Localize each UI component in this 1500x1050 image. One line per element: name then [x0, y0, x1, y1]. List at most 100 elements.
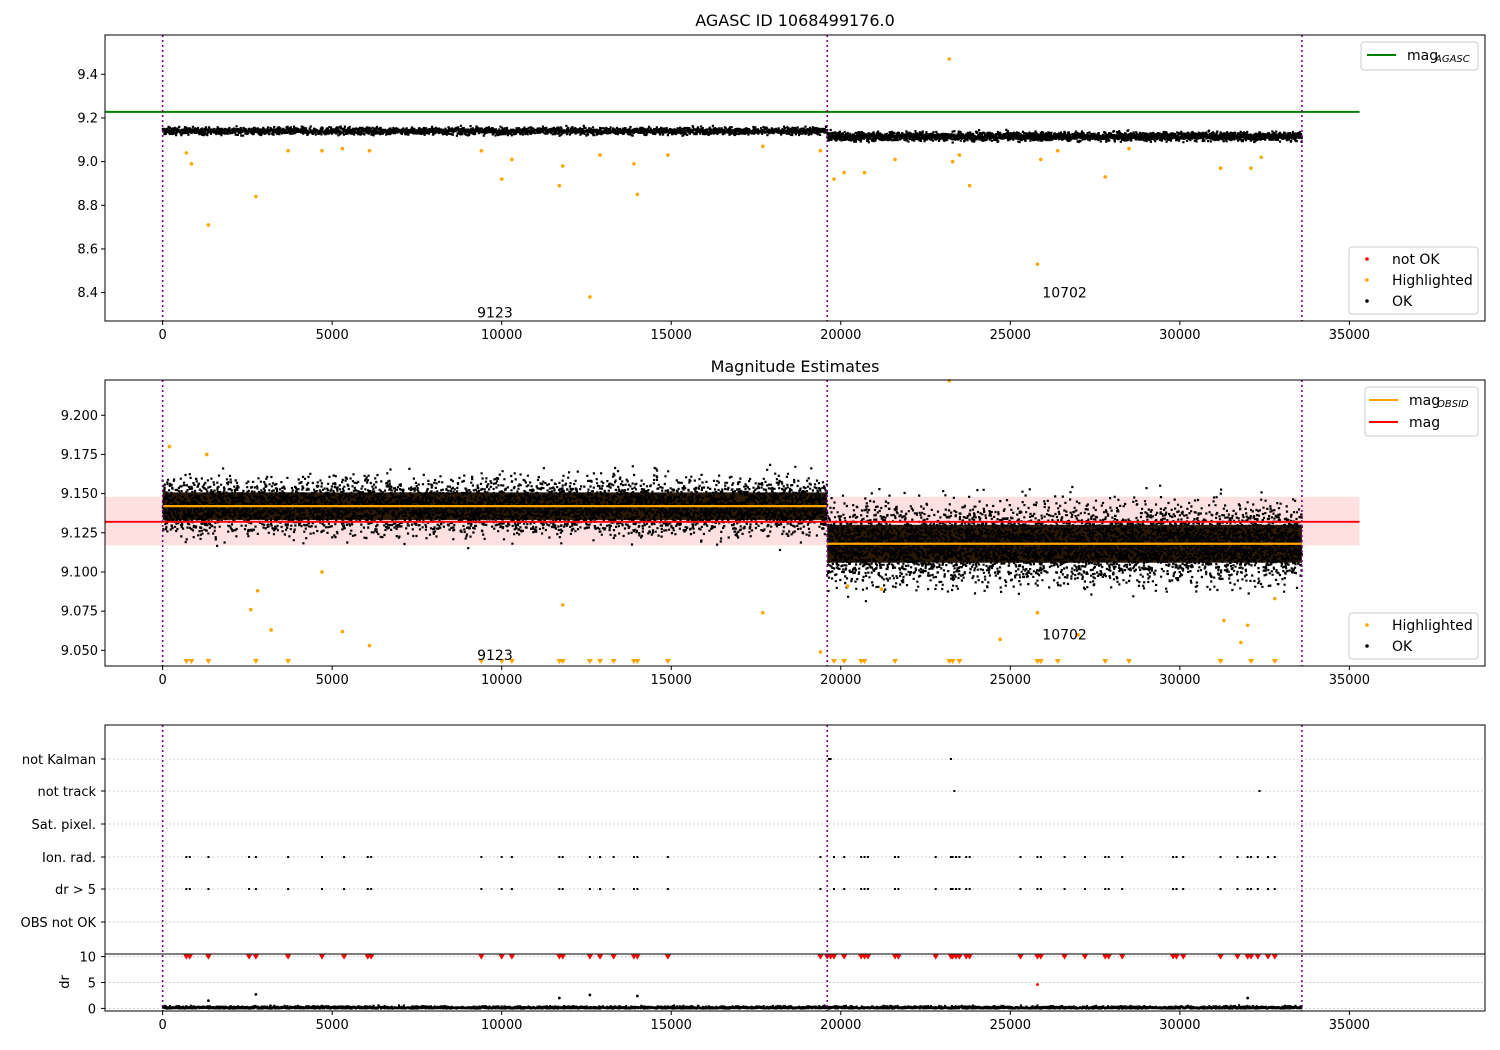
flag-marker [188, 888, 191, 890]
flag-marker [1256, 888, 1259, 890]
x-tick-label: 5000 [316, 328, 349, 343]
flag-marker [897, 888, 900, 890]
highlighted-point [206, 223, 211, 227]
x-tick-label: 35000 [1329, 1018, 1370, 1033]
x-tick-label: 30000 [1159, 328, 1200, 343]
dr-clipped-marker [1271, 954, 1278, 960]
plot-frame [104, 34, 1486, 322]
flag-marker [949, 758, 952, 760]
dr-tick-label: 5 [88, 977, 96, 992]
highlighted-clipped-marker [610, 659, 617, 664]
x-tick-label: 35000 [1329, 673, 1370, 688]
highlighted-point [1249, 166, 1253, 170]
dr-clipped-marker [664, 954, 671, 960]
flag-marker [480, 856, 483, 858]
flag-marker [321, 888, 324, 890]
dr-clipped-marker [895, 954, 902, 960]
highlighted-point [818, 148, 823, 153]
flag-marker [866, 888, 869, 890]
category-label: Sat. pixel. [32, 818, 96, 833]
dr-clipped-marker [1217, 954, 1224, 960]
flag-marker [1219, 856, 1222, 858]
dr-outlier-point [635, 994, 639, 998]
x-tick-label: 10000 [481, 1018, 522, 1033]
dr-clipped-marker [597, 954, 604, 960]
highlighted-clipped-marker [1037, 659, 1044, 664]
highlighted-point [1127, 146, 1131, 151]
flag-marker [561, 888, 564, 890]
legend-subscript: OBSID [1437, 399, 1469, 410]
flag-marker [951, 888, 954, 890]
dr-clipped-marker [341, 954, 348, 960]
dr-clipped-marker [508, 954, 515, 960]
highlighted-point [1035, 262, 1040, 267]
x-tick-label: 20000 [820, 673, 861, 688]
y-tick-label: 9.175 [61, 448, 98, 463]
highlighted-point [269, 628, 273, 632]
dr-clipped-marker [285, 954, 292, 960]
x-tick-label: 30000 [1159, 673, 1200, 688]
highlighted-clipped-marker [478, 659, 485, 664]
legend-subscript: AGASC [1434, 54, 1470, 65]
flag-marker [819, 856, 822, 858]
dr-outlier-point [1246, 996, 1250, 1000]
dr-clipped-marker [1017, 954, 1024, 960]
flag-marker [1266, 888, 1269, 890]
highlighted-point [588, 295, 592, 299]
flag-marker [863, 888, 866, 890]
ok-points-segment-0 [161, 124, 829, 137]
dr-clipped-marker [1180, 954, 1187, 960]
highlighted-clipped-marker [1217, 659, 1224, 664]
highlighted-clipped-marker [861, 659, 868, 664]
flag-marker [248, 888, 251, 890]
legend-points: Highlighted OK [1348, 612, 1479, 660]
dr-clipped-marker [319, 954, 326, 960]
flag-marker [843, 888, 846, 890]
legend-marker [1365, 299, 1369, 303]
flag-marker [666, 856, 669, 858]
flag-marker [1236, 888, 1239, 890]
highlighted-point [1239, 640, 1243, 645]
flag-marker [370, 888, 373, 890]
highlighted-point [845, 584, 850, 588]
flag-marker [500, 856, 503, 858]
highlighted-point [340, 629, 345, 634]
highlighted-clipped-marker [664, 659, 671, 664]
dr-clipped-marker [1105, 954, 1112, 960]
highlighted-point [957, 153, 962, 157]
highlighted-clipped-marker [841, 659, 848, 664]
dr-clipped-marker [1234, 954, 1241, 960]
flag-marker [1182, 888, 1185, 890]
dr-clipped-marker [586, 954, 593, 960]
x-tick-label: 25000 [990, 673, 1031, 688]
flag-marker [829, 758, 832, 760]
highlighted-point [286, 148, 290, 153]
dr-clipped-marker [1173, 954, 1180, 960]
flag-marker [843, 856, 846, 858]
x-tick-label: 20000 [820, 328, 861, 343]
dr-clipped-marker [246, 954, 253, 960]
category-label: Ion. rad. [42, 851, 96, 866]
highlighted-point [998, 637, 1002, 642]
highlighted-clipped-marker [1271, 659, 1278, 664]
flag-marker [1236, 856, 1239, 858]
flag-marker [832, 856, 835, 858]
legend-box [1348, 246, 1479, 315]
flag-marker [254, 888, 257, 890]
highlighted-point [167, 444, 172, 449]
legend-marker [1365, 623, 1369, 627]
highlighted-clipped-marker [498, 659, 505, 664]
dr-clipped-marker [817, 954, 824, 960]
legend-marker [1365, 644, 1369, 648]
flag-marker [1182, 856, 1185, 858]
highlighted-point [818, 650, 823, 654]
dr-clipped-marker [368, 954, 375, 960]
flag-marker [366, 888, 369, 890]
dr-outlier-point [207, 999, 210, 1003]
flag-marker [510, 856, 513, 858]
highlighted-point [340, 146, 345, 151]
flag-marker [632, 856, 635, 858]
flag-marker [1273, 888, 1276, 890]
flag-marker [1256, 856, 1259, 858]
x-tick-label: 0 [159, 1018, 167, 1033]
